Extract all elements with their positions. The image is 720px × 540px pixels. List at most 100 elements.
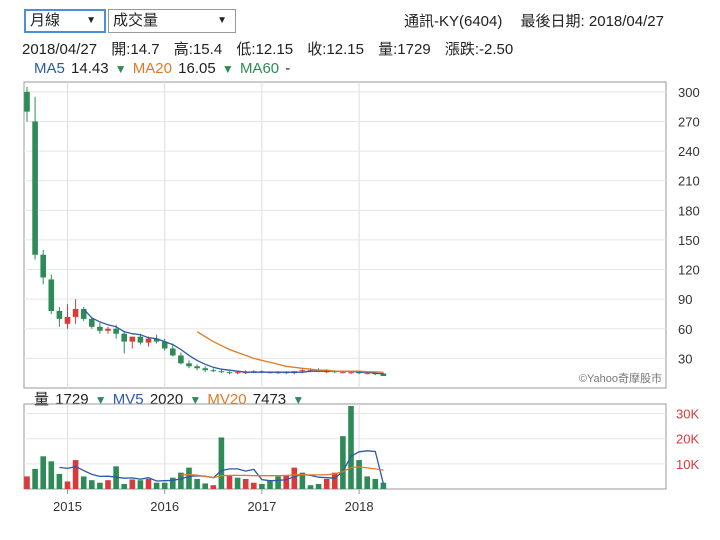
volume-bar [194, 478, 200, 489]
candle-body [121, 333, 127, 342]
candle-body [145, 338, 152, 343]
candle-body [178, 355, 184, 364]
ma20-label: MA20 [132, 60, 172, 77]
volume-bar [80, 476, 87, 489]
volume-bar [89, 480, 95, 489]
ma5-toggle-icon[interactable]: ▼ [114, 62, 127, 76]
volume-bar [283, 475, 289, 489]
price-tick-label: 120 [678, 263, 700, 278]
volume-tick-label: 10K [676, 457, 699, 472]
vol-toggle-icon[interactable]: ▼ [94, 393, 107, 407]
candle-body [226, 372, 233, 374]
candle-body [24, 91, 30, 112]
candle-body [348, 372, 354, 374]
candle-body [72, 309, 79, 317]
info-close: 收:12.15 [307, 41, 364, 58]
candle-body [161, 341, 168, 349]
ma20-toggle-icon[interactable]: ▼ [221, 62, 234, 76]
period-select[interactable]: 月線 ▼ [24, 9, 106, 33]
volume-bar [178, 472, 184, 489]
ma5-line [83, 308, 384, 375]
volume-bar [48, 461, 55, 489]
x-tick-label: 2017 [247, 499, 276, 514]
volume-bar [380, 482, 387, 489]
candle-body [40, 254, 46, 278]
ma20-line [196, 331, 384, 373]
candle-body [340, 372, 346, 374]
price-tick-label: 180 [678, 203, 700, 218]
volume-bar [242, 478, 249, 489]
candle-body [218, 371, 225, 373]
indicator-select-label: 成交量 [113, 12, 159, 29]
candle-body [105, 328, 111, 331]
chevron-down-icon: ▼ [86, 15, 96, 26]
volume-bar [332, 472, 338, 489]
volume-bar [259, 483, 265, 489]
volume-bar [105, 480, 111, 489]
volume-bar [24, 476, 30, 489]
price-panel-frame [23, 81, 667, 389]
volume-bar [307, 485, 314, 489]
x-tick-label: 2015 [53, 499, 82, 514]
volume-bar [32, 468, 38, 489]
x-tick-label: 2018 [345, 499, 374, 514]
volume-bar [40, 456, 46, 489]
watermark-text: ©Yahoo奇摩股市 [579, 371, 662, 385]
ohlc-info-bar: 2018/04/27 開:14.7 高:15.4 低:12.15 收:12.15… [22, 38, 523, 59]
candle-body [210, 370, 217, 372]
mv20-toggle-icon[interactable]: ▼ [292, 393, 305, 407]
volume-bar [170, 477, 176, 489]
volume-bar [364, 476, 370, 489]
ma60-value: - [285, 60, 291, 77]
volume-bar [56, 473, 63, 489]
candle-body [48, 279, 55, 312]
info-change: 漲跌:-2.50 [444, 41, 514, 58]
candle-body [153, 338, 160, 342]
price-tick-label: 240 [678, 144, 700, 159]
volume-bar [210, 485, 217, 489]
volume-bar [340, 436, 346, 489]
volume-tick-label: 20K [676, 432, 699, 447]
price-tick-label: 270 [678, 114, 700, 129]
candle-body [299, 370, 306, 372]
period-select-label: 月線 [30, 12, 61, 29]
candle-body [364, 373, 370, 375]
volume-bar [153, 482, 160, 489]
price-tick-label: 60 [678, 322, 692, 337]
candle-body [234, 372, 241, 374]
volume-bar [161, 482, 168, 489]
volume-bar [137, 480, 144, 489]
candle-body [194, 366, 200, 369]
ma60-label: MA60 [239, 60, 280, 77]
volume-bar [299, 472, 306, 489]
volume-bar [186, 467, 192, 489]
volume-tick-label: 30K [676, 407, 699, 422]
candle-body [97, 326, 103, 331]
x-tick-label: 2016 [150, 499, 179, 514]
ma5-label: MA5 [34, 60, 65, 77]
info-date: 2018/04/27 [22, 41, 98, 58]
chevron-down-icon: ▼ [217, 15, 227, 26]
candle-body [170, 348, 176, 356]
volume-bar [202, 483, 208, 489]
info-high: 高:15.4 [173, 41, 223, 58]
volume-bar [121, 483, 127, 489]
ma-legend: MA5 14.43 ▼ MA20 16.05 ▼ MA60 - [34, 60, 292, 77]
volume-bar [97, 482, 103, 489]
price-tick-label: 90 [678, 292, 692, 307]
price-tick-label: 150 [678, 233, 700, 248]
volume-bar [226, 475, 233, 489]
volume-bar [372, 478, 379, 489]
indicator-select[interactable]: 成交量 ▼ [108, 9, 236, 33]
candle-body [80, 309, 87, 319]
volume-bar [267, 480, 273, 489]
mv5-toggle-icon[interactable]: ▼ [189, 393, 202, 407]
volume-bar [251, 482, 257, 489]
volume-bar [145, 478, 152, 489]
volume-bar [72, 460, 79, 489]
last-date: 最後日期: 2018/04/27 [520, 13, 664, 30]
candle-body [129, 336, 136, 342]
chart-title: 通訊-KY(6404) 最後日期: 2018/04/27 [404, 10, 664, 31]
candle-body [186, 363, 192, 367]
